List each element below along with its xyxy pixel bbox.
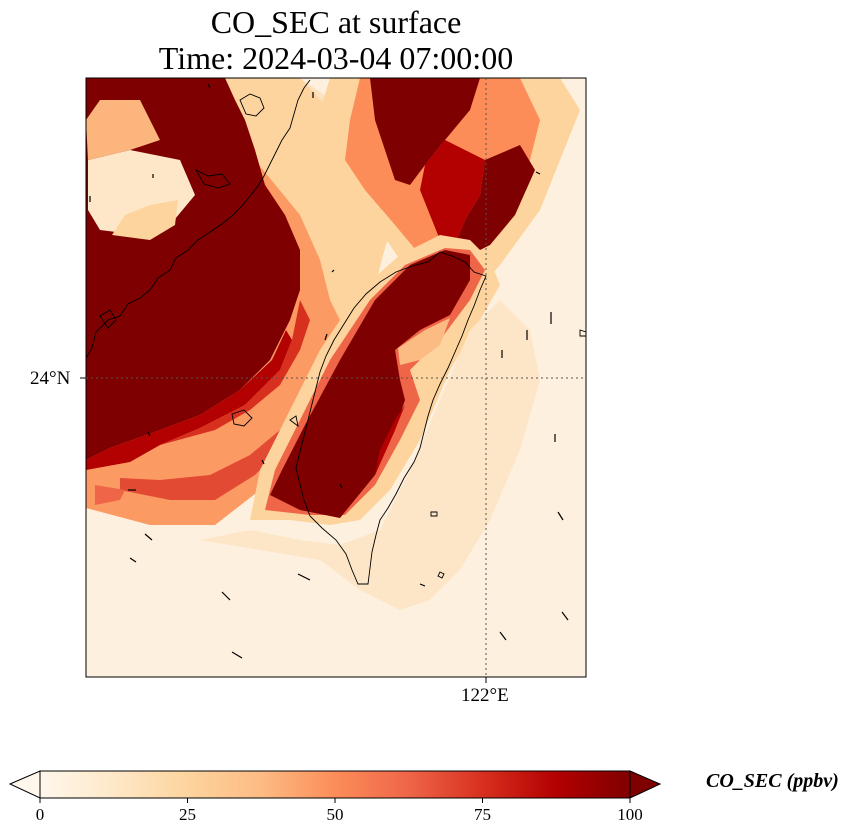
lat-tick-label: 24°N xyxy=(30,368,71,389)
colorbar-tick-label: 100 xyxy=(617,805,643,824)
colorbar-tick-label: 75 xyxy=(474,805,491,824)
colorbar-extend-min xyxy=(8,770,41,799)
coastline xyxy=(86,79,586,585)
colorbar-tick-marks xyxy=(39,798,631,803)
colorbar-tick-label: 50 xyxy=(326,805,344,824)
figure-title-line1: CO_SEC at surface xyxy=(210,4,462,40)
colorbar-gradient xyxy=(39,770,631,799)
lon-tick-label: 122°E xyxy=(461,685,509,706)
colorbar-tick-label: 0 xyxy=(35,805,45,824)
figure-title-line2: Time: 2024-03-04 07:00:00 xyxy=(158,40,514,76)
concentration-field xyxy=(86,78,586,677)
colorbar xyxy=(8,770,662,803)
colorbar-label: CO_SEC (ppbv) xyxy=(706,770,839,792)
wind-vectors xyxy=(89,83,569,659)
gridlines xyxy=(86,78,586,677)
colorbar-tick-label: 25 xyxy=(179,805,196,824)
colorbar-extend-max xyxy=(629,770,662,799)
map-panel xyxy=(80,77,587,683)
